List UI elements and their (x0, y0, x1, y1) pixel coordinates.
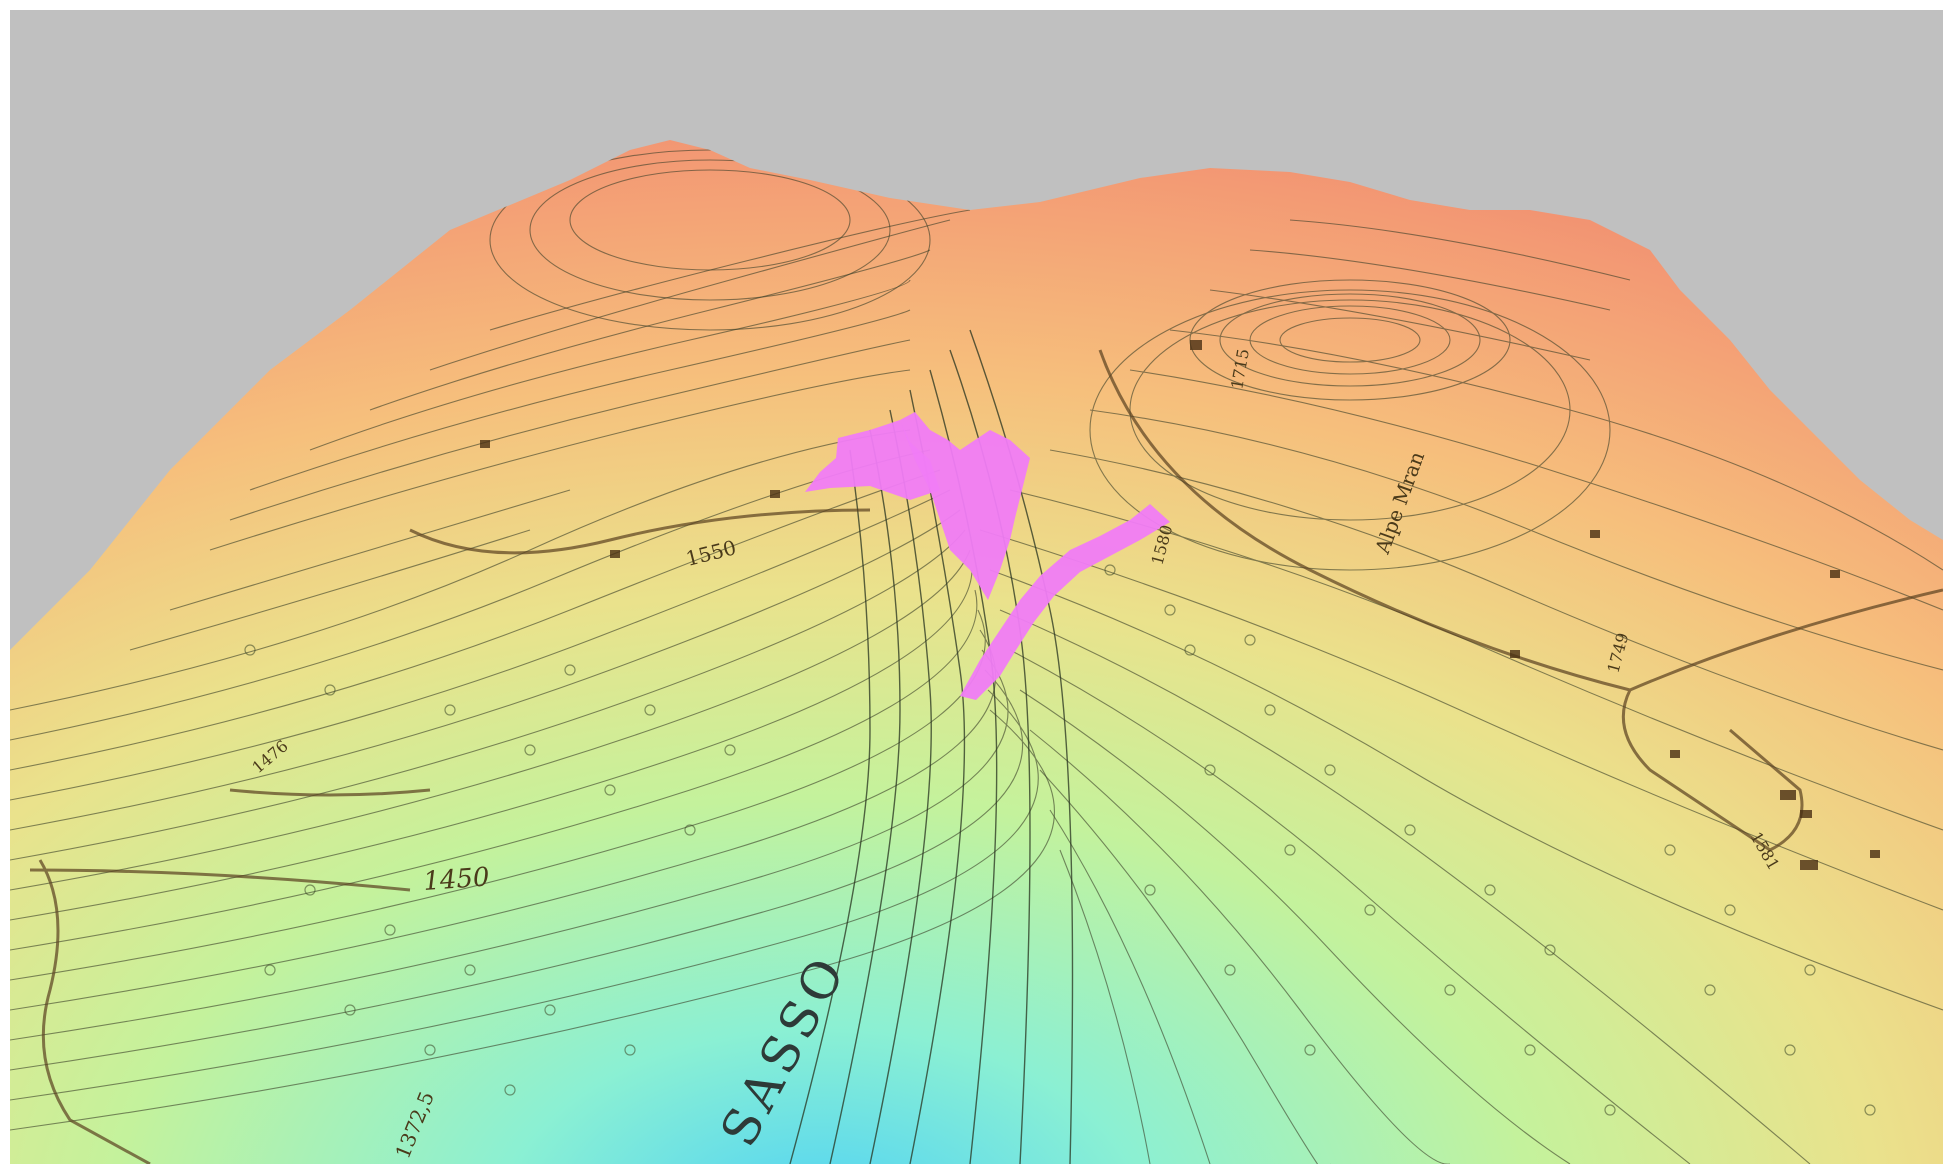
3d-terrain-viewport[interactable]: 1550 1450 Alpe Mran 1749 1580 1715 1372,… (10, 10, 1943, 1164)
terrain-map[interactable]: 1550 1450 Alpe Mran 1749 1580 1715 1372,… (10, 10, 1943, 1164)
vegetation-symbols (244, 564, 1876, 1116)
highlight-area-central[interactable] (900, 412, 1030, 600)
highlight-area-east-strip[interactable] (960, 504, 1170, 700)
highlight-area-west[interactable] (805, 420, 940, 500)
roads (29, 349, 1943, 1164)
contour-label-1450: 1450 (422, 862, 490, 897)
highlighted-areas[interactable] (805, 412, 1170, 700)
building-symbols (480, 340, 1880, 870)
contour-lines-west (10, 209, 1055, 1131)
